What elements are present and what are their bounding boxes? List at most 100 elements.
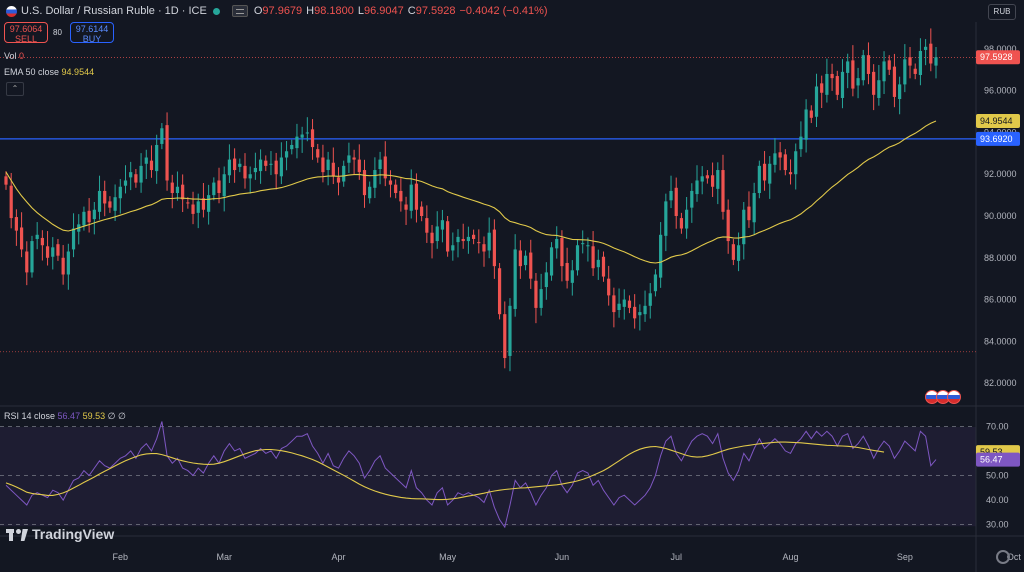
candle-body: [721, 170, 725, 212]
candle-body: [903, 59, 907, 85]
candle-body: [295, 136, 299, 149]
candle-body: [45, 246, 50, 258]
candle-body: [30, 241, 34, 273]
candle-body: [19, 227, 24, 250]
candle-body: [877, 80, 881, 98]
candle-body: [929, 43, 933, 64]
candle-body: [440, 220, 445, 230]
candle-body: [414, 183, 419, 210]
candle-body: [92, 209, 96, 220]
volume-legend[interactable]: Vol 0: [4, 51, 25, 61]
buy-button[interactable]: 97.6144 BUY: [70, 22, 114, 44]
candle-body: [685, 209, 689, 229]
candle-body: [892, 66, 897, 97]
candle-body: [331, 162, 335, 177]
candle-body: [217, 180, 221, 194]
candle-body: [425, 218, 429, 233]
candle-body: [336, 177, 341, 183]
candle-body: [357, 159, 361, 173]
candle-body: [643, 305, 647, 315]
candle-body: [539, 289, 543, 308]
time-axis-label: Oct: [1007, 552, 1022, 562]
candle-body: [113, 197, 117, 211]
candle-body: [25, 251, 29, 273]
price-tick-label: 92.0000: [984, 169, 1017, 179]
candle-body: [716, 170, 720, 189]
candle-body: [134, 174, 138, 183]
candle-body: [186, 202, 190, 204]
chart-header: U.S. Dollar / Russian Ruble · 1D · ICE O…: [0, 0, 548, 22]
candle-body: [212, 182, 216, 196]
candle-body: [51, 247, 55, 257]
candle-body: [446, 221, 450, 252]
last-price-label: 97.5928: [980, 52, 1013, 62]
candle-body: [523, 255, 528, 266]
candle-body: [638, 312, 642, 316]
rsi-tick-label: 30.00: [986, 520, 1009, 530]
event-flags[interactable]: [925, 390, 961, 404]
price-tick-label: 88.0000: [984, 253, 1017, 263]
hline-price-label-bg: [976, 131, 1020, 146]
ema-legend[interactable]: EMA 50 close 94.9544: [4, 67, 95, 77]
candle-body: [742, 209, 746, 245]
candle-body: [549, 247, 554, 276]
candle-body: [4, 176, 8, 185]
candle-body: [300, 134, 304, 138]
symbol-title[interactable]: U.S. Dollar / Russian Ruble · 1D · ICE: [21, 5, 207, 17]
candle-body: [181, 184, 185, 200]
market-status-icon: [212, 7, 220, 15]
currency-button[interactable]: RUB: [988, 4, 1016, 20]
candle-body: [435, 226, 439, 242]
candle-body: [430, 232, 434, 244]
hline-price-label: 93.6920: [980, 134, 1013, 144]
candle-body: [482, 244, 486, 252]
candle-body: [227, 159, 232, 176]
candle-body: [451, 245, 455, 251]
candle-body: [144, 157, 148, 164]
candle-body: [149, 160, 154, 171]
time-axis-label: Jul: [670, 552, 682, 562]
candle-body: [129, 172, 133, 178]
candle-body: [804, 109, 808, 140]
candle-body: [788, 172, 793, 175]
candle-body: [347, 155, 351, 163]
candle-body: [274, 160, 278, 175]
tradingview-mark-icon: [6, 527, 28, 541]
candle-body: [617, 303, 621, 310]
candle-body: [342, 165, 346, 182]
candle-body: [71, 228, 76, 250]
candle-body: [56, 244, 60, 256]
menu-icon[interactable]: [231, 5, 248, 17]
candle-body: [471, 234, 476, 239]
candle-body: [700, 176, 704, 182]
candle-body: [887, 60, 891, 70]
time-axis-label: Mar: [216, 552, 232, 562]
candle-body: [66, 251, 70, 275]
collapse-legend-icon[interactable]: ⌃: [6, 82, 24, 96]
candle-body: [321, 157, 325, 173]
sell-button[interactable]: 97.6064 SELL: [4, 22, 48, 44]
time-axis-label: Jun: [555, 552, 570, 562]
candle-body: [835, 76, 839, 95]
time-axis-label: Aug: [783, 552, 799, 562]
candle-body: [913, 68, 917, 74]
settings-gear-icon[interactable]: [996, 550, 1010, 564]
candle-body: [659, 234, 663, 278]
candle-body: [290, 144, 294, 150]
rsi-legend[interactable]: RSI 14 close 56.47 59.53 ∅ ∅: [4, 411, 126, 421]
candle-body: [799, 136, 803, 150]
candle-body: [35, 234, 39, 239]
candle-body: [362, 170, 367, 196]
candle-body: [669, 190, 673, 201]
candle-body: [872, 71, 876, 95]
candle-body: [279, 157, 283, 177]
candle-body: [601, 256, 606, 277]
candle-body: [207, 195, 211, 212]
tradingview-logo: TradingView: [6, 526, 114, 542]
candle-body: [866, 55, 871, 74]
candle-body: [924, 46, 928, 50]
candle-body: [497, 268, 502, 315]
last-price-label-bg: [976, 50, 1020, 65]
candle-body: [477, 242, 481, 244]
